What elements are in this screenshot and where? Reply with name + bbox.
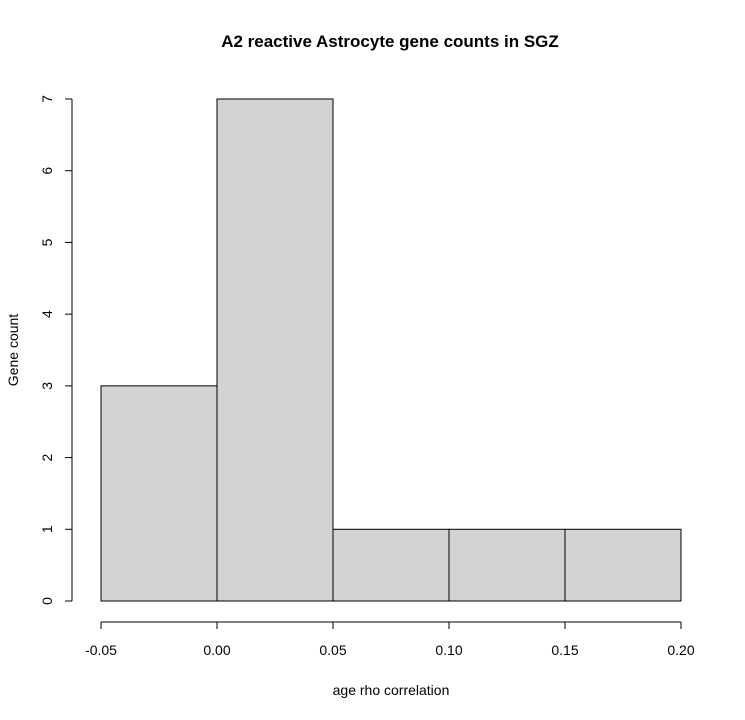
y-tick-label-7: 7 bbox=[39, 95, 55, 103]
x-axis: -0.05 0.00 0.05 0.10 0.15 0.20 bbox=[85, 621, 695, 658]
x-tick-label-4: 0.15 bbox=[551, 642, 578, 658]
x-tick-label-1: 0.00 bbox=[203, 642, 230, 658]
histogram-bar-3 bbox=[448, 528, 566, 602]
y-tick-label-4: 4 bbox=[39, 310, 55, 318]
bars-group bbox=[100, 98, 682, 602]
y-tick-label-0: 0 bbox=[39, 597, 55, 605]
y-tick-label-5: 5 bbox=[39, 238, 55, 246]
y-tick-label-3: 3 bbox=[39, 382, 55, 390]
y-axis: 0 1 2 3 4 5 6 7 bbox=[39, 95, 73, 605]
x-tick-label-3: 0.10 bbox=[435, 642, 462, 658]
x-tick-label-2: 0.05 bbox=[319, 642, 346, 658]
y-tick-label-6: 6 bbox=[39, 167, 55, 175]
chart-title: A2 reactive Astrocyte gene counts in SGZ bbox=[221, 32, 559, 51]
x-axis-label: age rho correlation bbox=[333, 682, 450, 698]
histogram-bar-4 bbox=[564, 528, 682, 602]
histogram-bar-1 bbox=[216, 98, 334, 602]
y-axis-label: Gene count bbox=[5, 314, 21, 386]
histogram-bar-2 bbox=[332, 528, 450, 602]
x-tick-label-0: -0.05 bbox=[85, 642, 117, 658]
histogram-bar-0 bbox=[100, 385, 218, 602]
y-tick-label-1: 1 bbox=[39, 525, 55, 533]
x-tick-label-5: 0.20 bbox=[667, 642, 694, 658]
y-tick-label-2: 2 bbox=[39, 453, 55, 461]
